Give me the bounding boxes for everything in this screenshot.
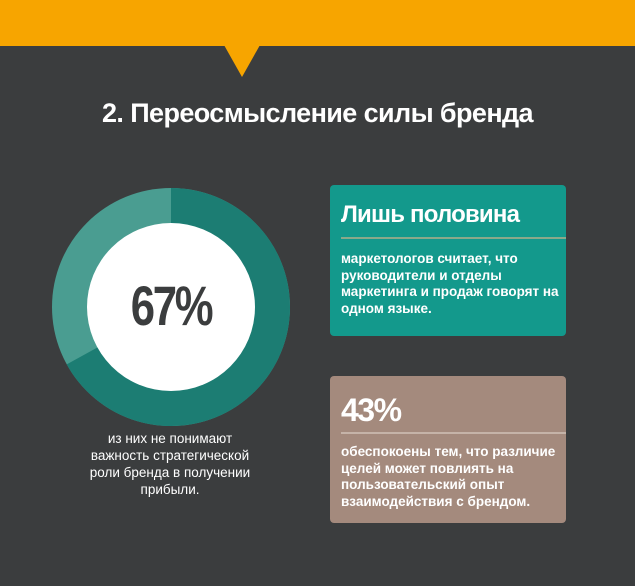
stat-card-half-divider bbox=[341, 237, 566, 239]
stat-card-half-text: маркетологов считает, что руководители и… bbox=[341, 251, 559, 316]
donut-chart bbox=[52, 188, 290, 426]
top-banner bbox=[0, 0, 635, 46]
stat-card-43: 43% обеспокоены тем, что различие целей … bbox=[330, 376, 566, 523]
stat-card-43-heading: 43% bbox=[341, 392, 402, 428]
stat-card-43-text: обеспокоены тем, что различие целей може… bbox=[341, 444, 556, 509]
banner-pointer bbox=[224, 45, 260, 77]
donut-center bbox=[87, 223, 255, 391]
stat-card-half: Лишь половина маркетологов считает, что … bbox=[330, 185, 566, 336]
donut-value: 67% bbox=[130, 274, 214, 337]
section-title: 2. Переосмысление силы бренда bbox=[102, 98, 534, 128]
stat-card-half-heading: Лишь половина bbox=[341, 201, 520, 228]
donut-caption: из них не понимают важность стратегическ… bbox=[89, 431, 251, 497]
stat-card-43-divider bbox=[341, 432, 566, 434]
